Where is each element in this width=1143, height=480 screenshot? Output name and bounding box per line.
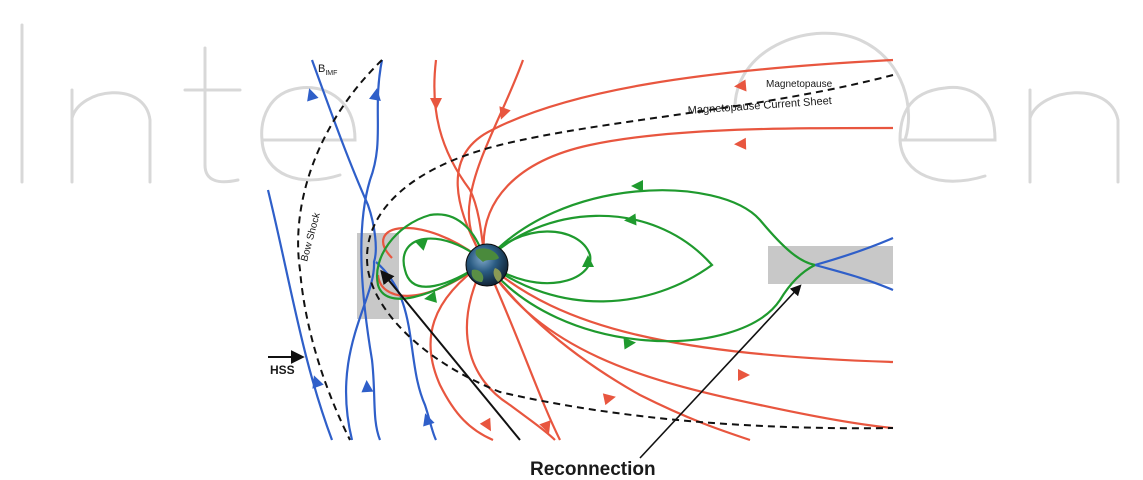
open-line: [465, 261, 556, 441]
imf-line: [310, 59, 377, 441]
imf-label: BIMF: [318, 63, 337, 77]
closed-line: [484, 261, 816, 343]
imf-line: [814, 263, 894, 292]
current-sheet-label: Magnetopause Current Sheet: [687, 95, 832, 117]
closed-field-lines: [375, 189, 816, 343]
open-line: [483, 261, 561, 441]
reconnection-arrow-tail: [639, 284, 802, 459]
imf-line: [266, 189, 334, 441]
open-line: [429, 261, 494, 442]
bow-shock-line: [297, 59, 383, 441]
open-line: [467, 59, 525, 263]
tail-reconnection-region: [768, 246, 893, 284]
closed-line: [402, 237, 486, 288]
open-line: [456, 58, 894, 263]
imf-line: [814, 236, 894, 267]
closed-line: [484, 189, 816, 267]
open-line: [433, 59, 487, 263]
open-line: [484, 261, 751, 442]
hss-label: HSS: [270, 363, 295, 377]
reconnection-arrow-dayside: [380, 269, 521, 441]
bow-shock-label: Bow Shock: [299, 211, 323, 263]
open-line: [482, 126, 894, 263]
open-line: [484, 261, 894, 364]
imf-line: [360, 59, 384, 441]
magnetopause-line: [366, 74, 894, 430]
boundaries: [297, 59, 894, 441]
earth: [465, 243, 509, 287]
magnetopause-label: Magnetopause: [766, 79, 833, 90]
intechopen-watermark: [20, 23, 1120, 184]
closed-line: [484, 214, 714, 303]
closed-line: [375, 213, 487, 300]
closed-line: [484, 230, 592, 285]
reconnection-label: Reconnection: [530, 459, 656, 480]
